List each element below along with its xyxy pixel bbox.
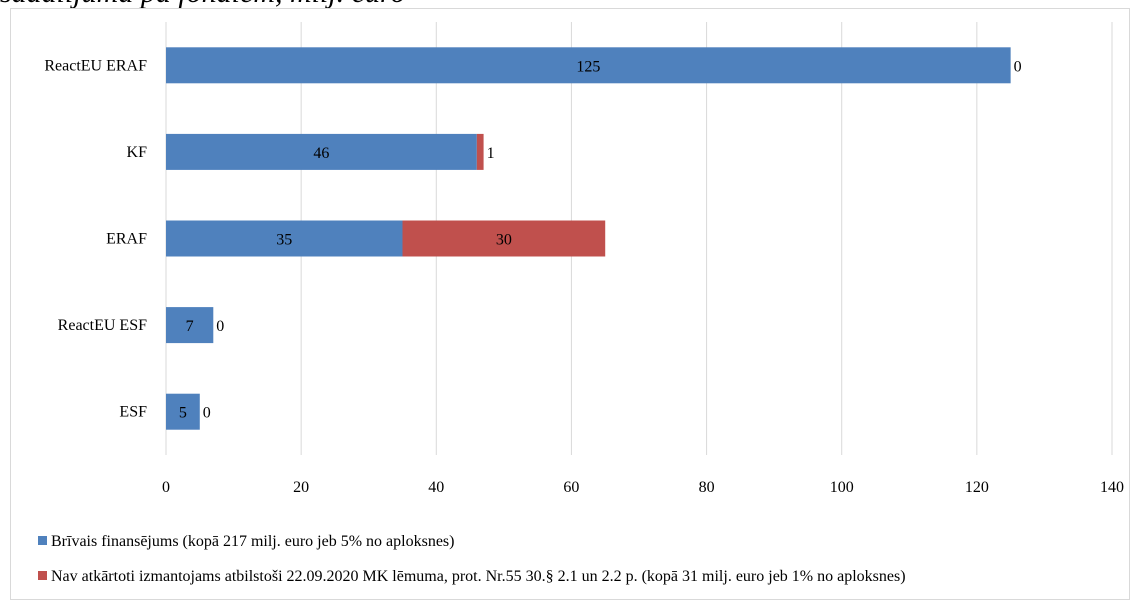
chart-title: sadalījumā pa fondiem, milj. euro [0, 0, 406, 10]
category-label-4: ESF [119, 404, 147, 421]
x-tick-label-60: 60 [563, 479, 579, 496]
data-label-s1-4: 0 [203, 405, 211, 422]
legend-item-not-reusable: Nav atkārtoti izmantojams atbilstoši 22.… [38, 568, 906, 586]
data-label-s0-4: 5 [179, 405, 187, 422]
legend-label-free-funding: Brīvais finansējums (kopā 217 milj. euro… [51, 533, 455, 550]
legend-label-not-reusable: Nav atkārtoti izmantojams atbilstoši 22.… [51, 568, 906, 585]
x-tick-label-40: 40 [428, 479, 444, 496]
x-tick-label-20: 20 [293, 479, 309, 496]
category-label-3: ReactEU ESF [58, 317, 147, 334]
data-label-s1-3: 0 [216, 318, 224, 335]
x-tick-label-0: 0 [162, 479, 170, 496]
legend-item-free-funding: Brīvais finansējums (kopā 217 milj. euro… [38, 533, 454, 551]
data-label-s1-0: 0 [1014, 58, 1022, 75]
bar-s1-1 [476, 133, 484, 170]
bar-s0-3 [166, 307, 214, 344]
x-tick-label-120: 120 [965, 479, 989, 496]
bar-s0-0 [166, 47, 1011, 84]
chart-frame [10, 8, 1130, 600]
legend-swatch-red [38, 571, 47, 580]
x-tick-label-100: 100 [830, 479, 854, 496]
category-label-0: ReactEU ERAF [44, 57, 147, 74]
data-label-s1-2: 30 [496, 232, 512, 249]
bar-s0-1 [166, 133, 477, 170]
legend-swatch-blue [38, 536, 47, 545]
data-label-s1-1: 1 [487, 145, 495, 162]
data-label-s0-3: 7 [186, 318, 194, 335]
x-tick-label-140: 140 [1100, 479, 1124, 496]
data-label-s0-2: 35 [276, 232, 292, 249]
x-tick-label-80: 80 [699, 479, 715, 496]
bar-s1-2 [402, 220, 606, 257]
category-label-1: KF [127, 144, 148, 161]
data-label-s0-0: 125 [576, 58, 600, 75]
bar-s0-2 [166, 220, 403, 257]
bar-s0-4 [166, 393, 200, 430]
category-label-2: ERAF [106, 231, 147, 248]
data-label-s0-1: 46 [313, 145, 329, 162]
